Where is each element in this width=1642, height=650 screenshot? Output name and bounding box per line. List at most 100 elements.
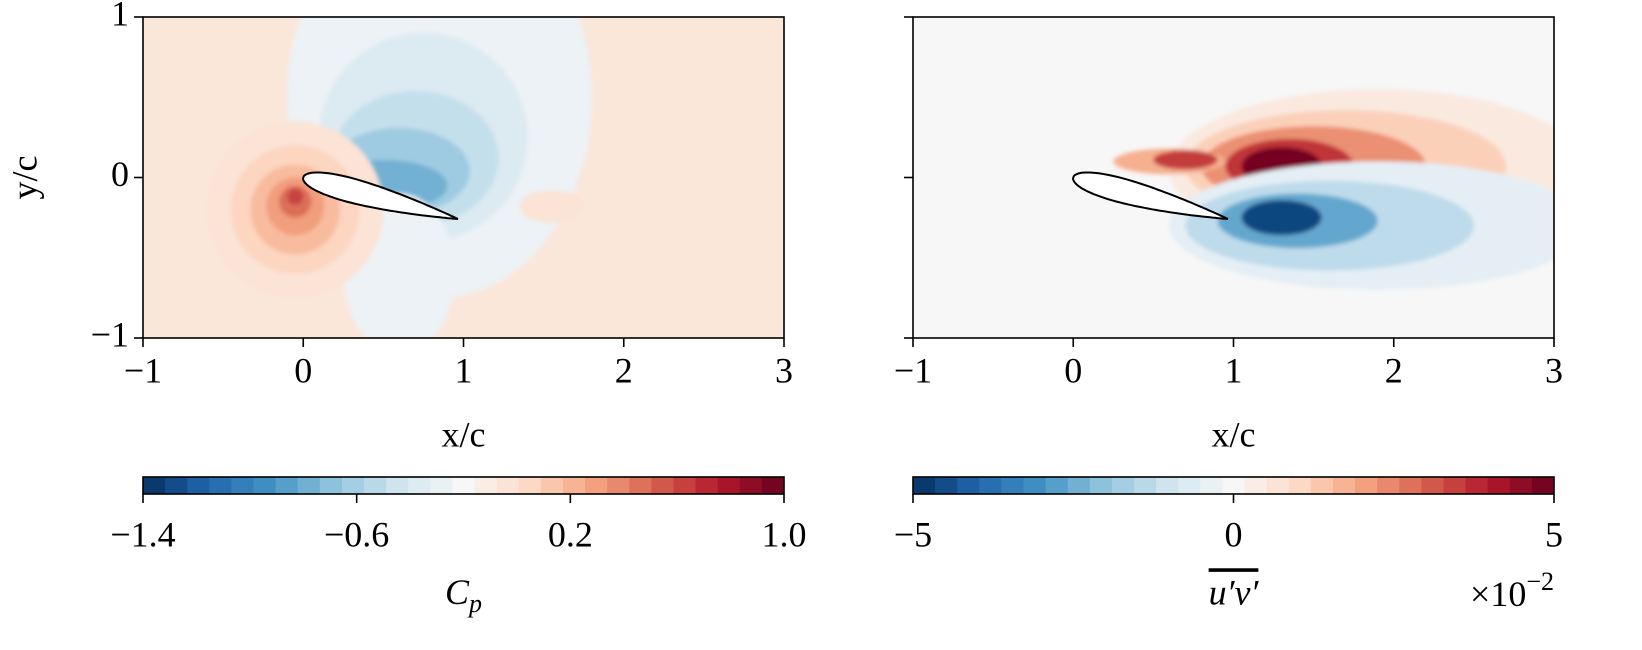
offset-exponent: −2 [1526,567,1554,596]
x-axis-label: x/c [442,414,486,454]
colorbar-frame [142,476,785,495]
colorbar-band [1266,477,1290,494]
colorbar-band [253,477,277,494]
colorbar-band [1244,477,1268,494]
y-axis-label: y/c [4,156,44,200]
x-axis-label: x/c [1212,414,1256,454]
colorbar-band [651,477,674,494]
colorbar-band [1111,477,1135,494]
x-tick-label: 1 [455,350,473,390]
contour-field [143,17,784,338]
colorbar-band [319,477,343,494]
contour-level [519,190,584,223]
colorbar-band [1355,477,1378,494]
colorbar-offset: ×10−2 [1470,567,1554,614]
colorbar-band [143,477,166,494]
x-tick-label: 3 [775,350,793,390]
colorbar-band [1487,477,1511,494]
colorbar-label: Cp [445,572,482,618]
colorbar-label-main: C [445,572,470,612]
colorbar-tick-label: 0 [1225,514,1243,554]
colorbar-band [165,477,188,494]
colorbar-band [386,477,409,494]
colorbar-tick-label: 0.2 [548,514,593,554]
colorbar-band [297,477,321,494]
airfoil [302,171,459,220]
x-tick-label: −1 [124,350,162,390]
colorbar-band [607,477,630,494]
colorbar-band [1443,477,1467,494]
colorbar-band [1332,477,1356,494]
colorbar-band [1399,477,1422,494]
colorbar-band [695,477,719,494]
y-tick-label: 1 [111,0,129,33]
colorbar-band [585,477,608,494]
airfoil [1072,171,1229,220]
colorbar-band [408,477,431,494]
offset-base: ×10 [1470,574,1526,614]
colorbar-band [673,477,697,494]
colorbar-band [496,477,520,494]
colorbar-band [761,477,785,494]
colorbar-tick-label: −5 [894,514,932,554]
x-tick-label: 2 [1385,350,1403,390]
colorbar-tick-label: −0.6 [324,514,389,554]
x-tick-label: 0 [1064,350,1082,390]
colorbar-band [1156,477,1179,494]
colorbar-band [1045,477,1069,494]
colorbar-band [717,477,741,494]
colorbar-band [231,477,255,494]
colorbar-band [518,477,542,494]
contour-level [1153,150,1218,170]
contour-level [1241,199,1322,236]
colorbar-band [540,477,564,494]
x-tick-label: 2 [615,350,633,390]
field-levels [1113,89,1554,290]
colorbar-band [1001,477,1025,494]
colorbar-band [1067,477,1091,494]
colorbar-band [364,477,387,494]
contour-level [287,188,304,205]
field-levels [207,17,592,338]
y-tick-label: −1 [91,314,129,354]
colorbar-band [1310,477,1334,494]
colorbar-band [341,477,365,494]
colorbar-band [209,477,232,494]
colorbar-band [739,477,763,494]
contour-field [913,17,1554,338]
y-tick-label: 0 [111,154,129,194]
colorbar-band [957,477,980,494]
colorbar-band [562,477,586,494]
colorbar-band [979,477,1002,494]
x-tick-label: −1 [894,350,932,390]
colorbar-tick-label: 1.0 [762,514,807,554]
colorbar-band [1288,477,1312,494]
colorbar-band [629,477,652,494]
colorbar-band [430,477,453,494]
colorbar-band [1134,477,1157,494]
x-tick-label: 0 [294,350,312,390]
colorbar-label: u′v′ [1209,572,1260,612]
colorbar-band [1089,477,1113,494]
colorbar-band [452,477,476,494]
colorbar-band [1421,477,1444,494]
colorbar-label-sub: p [467,589,482,618]
colorbar-band [1023,477,1047,494]
colorbar-band [935,477,958,494]
x-tick-label: 3 [1545,350,1563,390]
colorbar-band [1509,477,1533,494]
colorbar-band [187,477,210,494]
colorbar-band [474,477,498,494]
colorbar-band [1377,477,1400,494]
colorbar-band [275,477,299,494]
colorbar-band [1200,477,1223,494]
colorbar-tick-label: −1.4 [110,514,175,554]
colorbar-band [1178,477,1201,494]
colorbar-band [1222,477,1246,494]
x-tick-label: 1 [1225,350,1243,390]
colorbar-band [1465,477,1489,494]
colorbar-band [1531,477,1555,494]
colorbar-tick-label: 5 [1545,514,1563,554]
